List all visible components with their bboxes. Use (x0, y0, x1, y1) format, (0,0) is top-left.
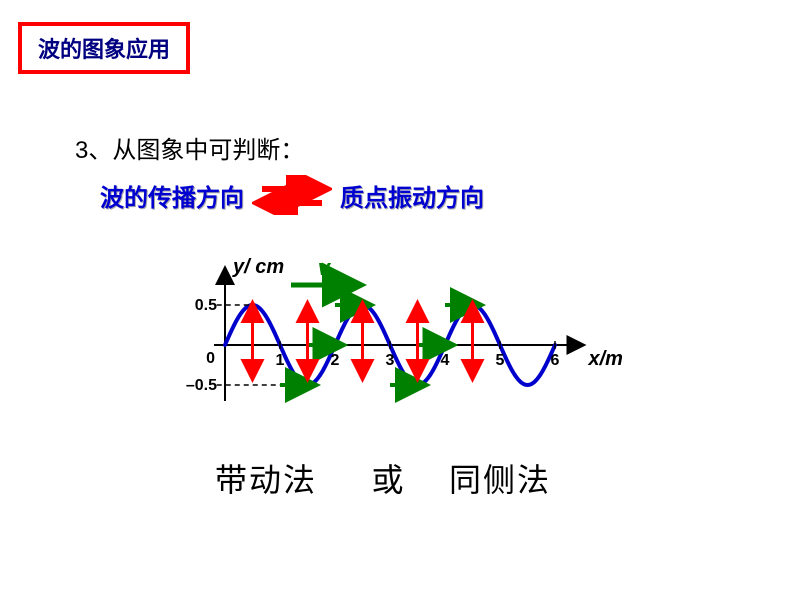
propagation-label: 波的传播方向 (100, 178, 244, 213)
svg-text:0: 0 (206, 350, 215, 367)
subtitle: 3、从图象中可判断： (75, 130, 304, 165)
title-box: 波的图象应用 (18, 22, 190, 74)
wave-chart: 1 2 3 4 5 6 0.5 –0.5 0 y/ cm x/m v (165, 225, 625, 425)
svg-text:5: 5 (496, 352, 505, 369)
svg-text:0.5: 0.5 (195, 297, 217, 314)
svg-text:x/m: x/m (588, 348, 623, 370)
method-sep: 或 (371, 462, 405, 498)
method-1: 带动法 (215, 462, 317, 498)
svg-text:1: 1 (276, 352, 285, 369)
svg-text:6: 6 (551, 352, 560, 369)
direction-row: 波的传播方向 质点振动方向 (100, 175, 484, 215)
svg-text:3: 3 (386, 352, 395, 369)
methods-text: 带动法 或 同侧法 (215, 455, 551, 501)
bidirectional-arrow-icon (252, 175, 332, 215)
method-2: 同侧法 (449, 462, 551, 498)
svg-text:y/ cm: y/ cm (232, 256, 284, 278)
svg-text:4: 4 (441, 352, 450, 369)
title-text: 波的图象应用 (38, 37, 170, 62)
vibration-label: 质点振动方向 (340, 178, 484, 213)
svg-text:–0.5: –0.5 (186, 377, 217, 394)
svg-text:2: 2 (331, 352, 340, 369)
svg-text:v: v (318, 255, 332, 280)
